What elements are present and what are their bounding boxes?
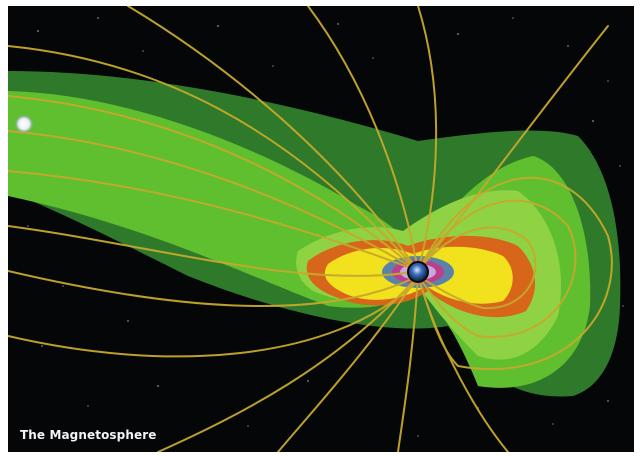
- magnetosphere-scene: The Magnetosphere: [8, 6, 634, 452]
- starfield: [27, 17, 624, 437]
- magnetic-field-lines: [8, 6, 613, 452]
- image-caption: The Magnetosphere: [20, 428, 157, 442]
- magnetosphere-diagram: [8, 6, 624, 452]
- earth-icon: [407, 261, 429, 283]
- moon-icon: [14, 114, 34, 134]
